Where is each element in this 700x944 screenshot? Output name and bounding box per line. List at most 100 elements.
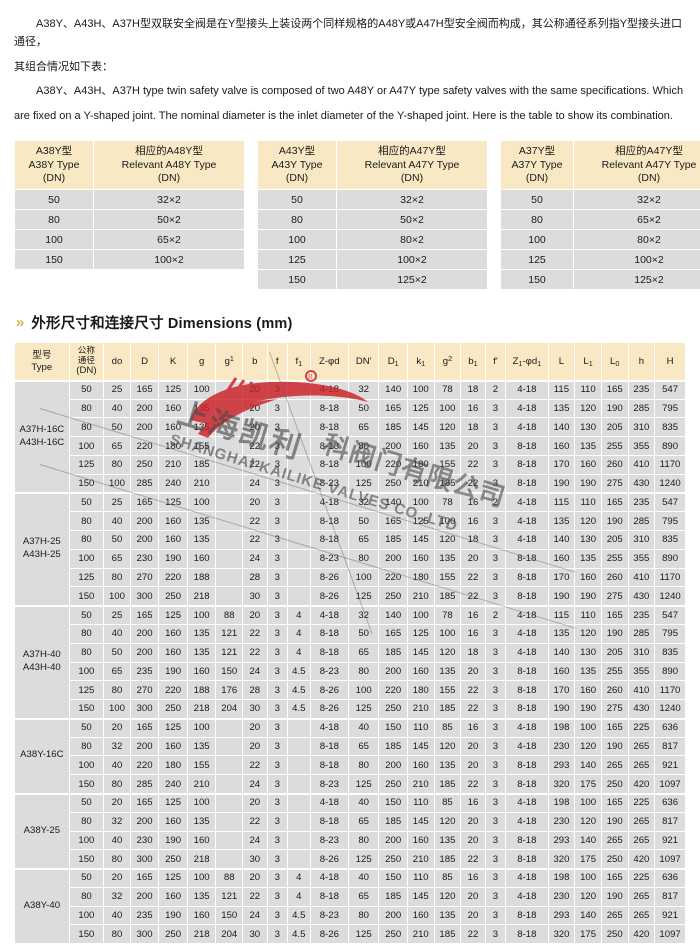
cell-value: 3	[267, 624, 287, 643]
cell-dn: 150	[258, 270, 336, 290]
cell-value: 3	[485, 455, 506, 474]
col-header-L: L	[548, 343, 575, 380]
table-row: 100 65 235 190 160 150 24 3 4.5 8-23 80 200 160 135 20…	[15, 662, 685, 681]
cell-value: 260	[601, 568, 628, 587]
cell-value: 8-23	[310, 549, 348, 568]
cell-value: 160	[407, 756, 434, 775]
cell-value: 8-23	[310, 906, 348, 925]
cell-value: 190	[159, 662, 187, 681]
col-header-type: 型号 Type	[15, 343, 69, 380]
cell-value: 121	[216, 624, 243, 643]
header-line-en: A38Y Type	[28, 158, 80, 171]
cell-value: 8-18	[310, 812, 348, 831]
cell-value: 100	[575, 793, 601, 812]
cell-value: 8-18	[506, 662, 548, 681]
table-row: 150 100 300 250 218 30 3 8-26 125 250 210 185 22 3 8-1…	[15, 587, 685, 606]
cell-value: 3	[267, 681, 287, 700]
col-header-f: f	[267, 343, 287, 380]
cell-value: 204	[216, 925, 243, 944]
col-header-en: (DN)	[76, 365, 97, 377]
cell-value: 65	[104, 437, 130, 455]
cell-value: 22	[243, 812, 267, 831]
cell-value: 8-18	[506, 587, 548, 606]
cell-value: 3	[485, 418, 506, 437]
cell-value: 160	[407, 549, 434, 568]
cell-value: 265	[628, 831, 655, 850]
cell-value: 4-18	[506, 399, 548, 418]
cell-value: 110	[407, 869, 434, 887]
cell-value: 210	[187, 474, 216, 493]
cell-value: 185	[379, 737, 407, 756]
combo-table-a38y: A38Y型 A38Y Type (DN) 相应的A48Y型 Relevant A…	[14, 140, 245, 271]
cell-value: 165	[601, 606, 628, 624]
cell-value: 4	[287, 869, 310, 887]
cell-value: 198	[548, 793, 575, 812]
cell-value: 160	[159, 418, 187, 437]
cell-value: 8-18	[310, 399, 348, 418]
cell-value: 16	[461, 869, 485, 887]
cell-value: 20	[461, 662, 485, 681]
cell-value: 8-26	[310, 568, 348, 587]
cell-value: 835	[655, 643, 685, 662]
cell-value: 88	[216, 606, 243, 624]
type-label-line: A43H-16C	[19, 436, 65, 448]
cell-value: 125	[159, 493, 187, 512]
cell-value: 125	[69, 681, 104, 700]
table-row: 100 65 230 190 160 24 3 8-23 80 200 160 135 20 3 8-18 1…	[15, 549, 685, 568]
cell-value: 80	[348, 756, 379, 775]
cell-value: 80	[69, 643, 104, 662]
table-row: 50 32×2	[15, 190, 244, 210]
cell-value: 40	[104, 624, 130, 643]
cell-value: 190	[548, 587, 575, 606]
col-header-do: do	[104, 343, 130, 380]
cell-value: 795	[655, 399, 685, 418]
header-line-unit: (DN)	[157, 171, 181, 184]
cell-value: 4-18	[506, 718, 548, 737]
header-line-unit: (DN)	[42, 171, 66, 184]
cell-value: 3	[485, 662, 506, 681]
cell-value: 100	[348, 455, 379, 474]
cell-value: 250	[601, 925, 628, 944]
cell-value: 65	[104, 662, 130, 681]
cell-value: 205	[601, 531, 628, 549]
cell-value	[216, 756, 243, 775]
combo-header-row: A38Y型 A38Y Type (DN) 相应的A48Y型 Relevant A…	[15, 141, 244, 190]
cell-value: 3	[485, 793, 506, 812]
cell-value: 16	[461, 493, 485, 512]
table-row: 150 125×2	[258, 270, 487, 290]
cell-value: 160	[159, 531, 187, 549]
cell-value: 3	[485, 474, 506, 493]
cell-value: 110	[407, 718, 434, 737]
cell-value: 250	[379, 587, 407, 606]
cell-value: 3	[485, 700, 506, 718]
cell-value: 125	[159, 793, 187, 812]
cell-value: 190	[601, 812, 628, 831]
cell-value: 188	[187, 568, 216, 587]
cell-value: 135	[187, 812, 216, 831]
cell-value: 24	[243, 662, 267, 681]
cell-value: 50	[348, 624, 379, 643]
cell-value: 160	[575, 681, 601, 700]
cell-value: 140	[379, 380, 407, 399]
table-row: 100 40 235 190 160 150 24 3 4.5 8-23 80 200 160 135 20…	[15, 906, 685, 925]
cell-value: 8-26	[310, 681, 348, 700]
cell-value: 135	[434, 906, 461, 925]
cell-value: 20	[461, 549, 485, 568]
cell-value: 3	[485, 624, 506, 643]
cell-value: 180	[407, 455, 434, 474]
cell-value: 160	[407, 662, 434, 681]
cell-value: 100	[187, 718, 216, 737]
cell-value: 100	[434, 624, 461, 643]
cell-value	[216, 850, 243, 869]
cell-value: 100	[187, 869, 216, 887]
cell-value: 185	[434, 925, 461, 944]
cell-value: 4.5	[287, 906, 310, 925]
cell-value: 265	[628, 737, 655, 756]
cell-value: 190	[575, 474, 601, 493]
cell-value: 50	[69, 380, 104, 399]
header-line-cn: A43Y型	[278, 145, 316, 158]
col-header-b: b	[243, 343, 267, 380]
cell-relevant: 125×2	[574, 270, 700, 290]
cell-value: 28	[243, 681, 267, 700]
cell-value: 4-18	[506, 624, 548, 643]
